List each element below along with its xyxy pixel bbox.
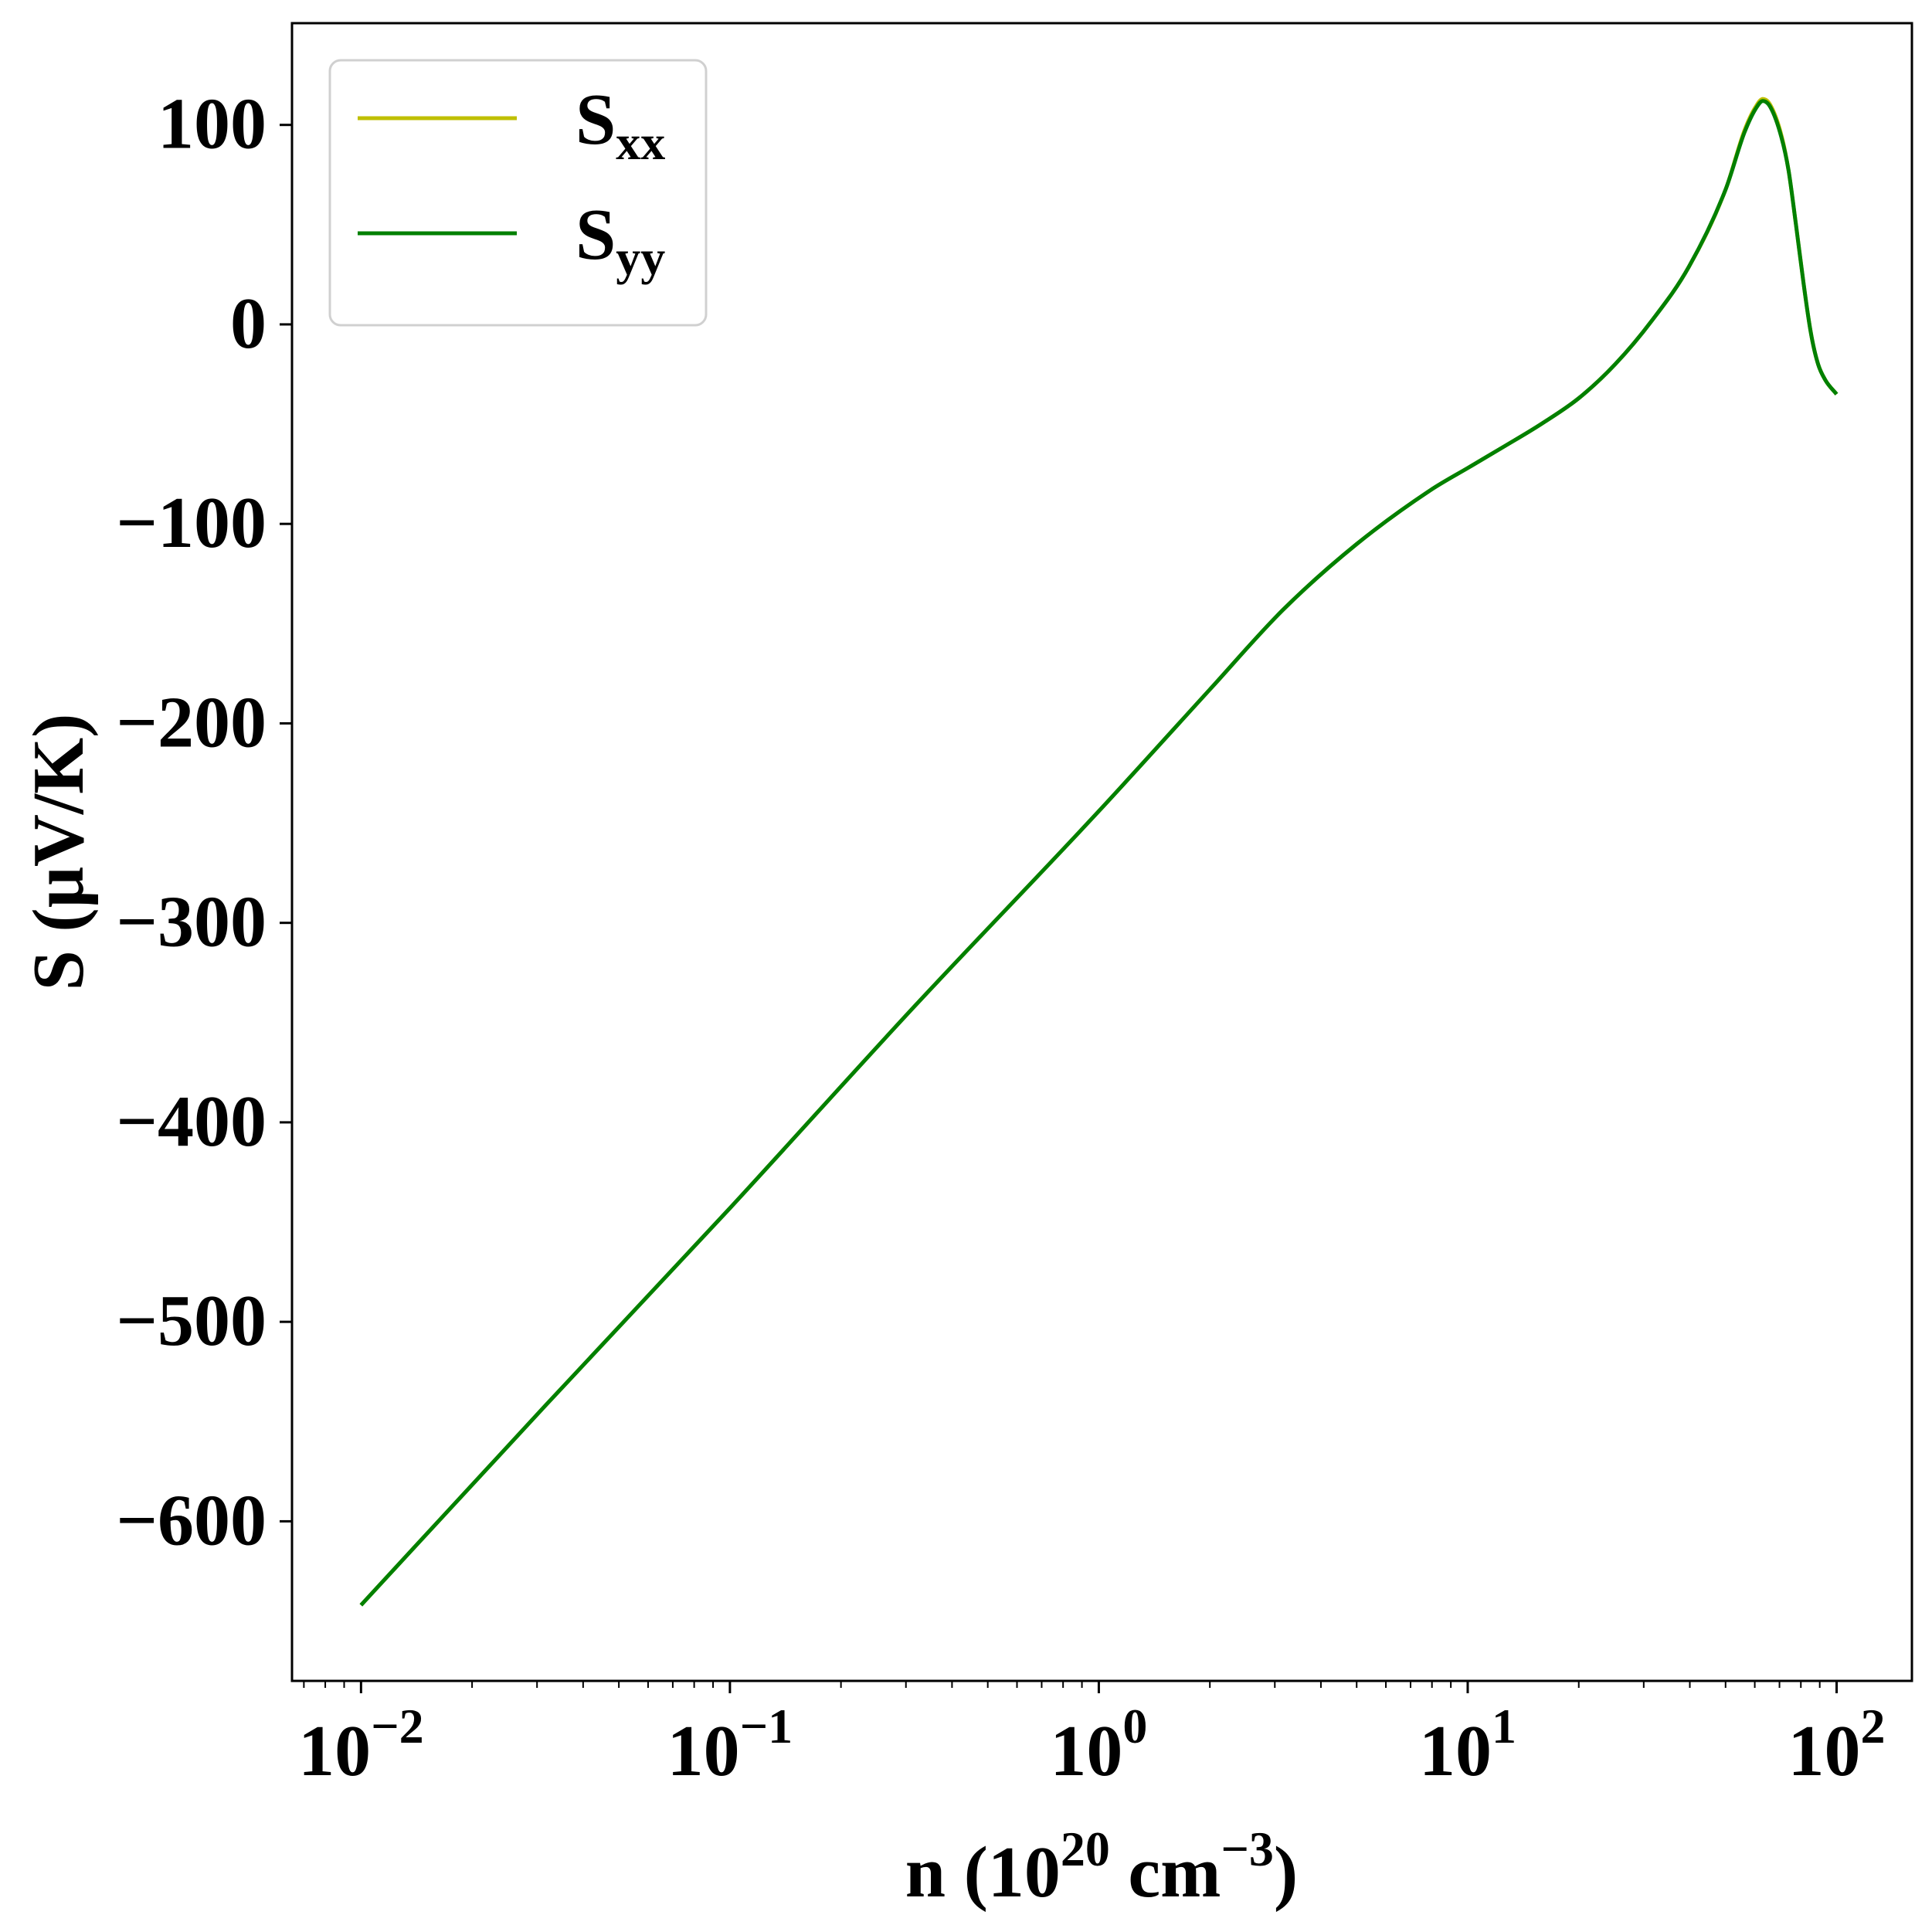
y-tick-label: −600 xyxy=(116,1480,267,1560)
y-tick-label: 0 xyxy=(230,283,267,364)
series-line-Syy xyxy=(359,99,1839,1607)
legend-box xyxy=(328,59,708,327)
plot-frame xyxy=(290,22,1913,1682)
legend-label-syy: Syy xyxy=(576,195,665,285)
x-axis: 10−2 10−1 100 101 102 xyxy=(298,1681,1886,1791)
y-tick-label: −100 xyxy=(116,483,267,563)
series-layer xyxy=(359,97,1839,1607)
x-tick-label: 101 xyxy=(1419,1699,1516,1791)
x-tick-label: 10−2 xyxy=(298,1699,423,1791)
x-tick-label: 100 xyxy=(1050,1699,1147,1791)
x-label-base: n (10 xyxy=(905,1832,1061,1913)
x-label-exp1: 20 xyxy=(1061,1821,1110,1876)
legend-label-sxx: Sxx xyxy=(576,80,665,170)
x-label-mid: cm xyxy=(1110,1832,1221,1913)
y-axis: 100 0 −100 −200 −300 −400 −500 −600 xyxy=(116,84,292,1560)
y-tick-label: −200 xyxy=(116,682,267,762)
y-tick-label: 100 xyxy=(158,84,267,165)
y-tick-label: −500 xyxy=(116,1281,267,1361)
legend: Sxx Syy xyxy=(328,59,708,327)
x-tick-label: 102 xyxy=(1788,1699,1886,1791)
y-axis-label: S (μV/K) xyxy=(19,714,99,991)
x-label-tail: ) xyxy=(1274,1832,1298,1913)
y-axis-label-text: S (μV/K) xyxy=(19,714,99,991)
svg-text:n (1020 cm−3): n (1020 cm−3) xyxy=(905,1821,1298,1913)
y-tick-label: −400 xyxy=(116,1081,267,1162)
x-label-exp2: −3 xyxy=(1221,1821,1273,1876)
x-tick-label: 10−1 xyxy=(667,1699,793,1791)
x-axis-label: n (1020 cm−3) xyxy=(905,1821,1298,1913)
y-tick-label: −300 xyxy=(116,882,267,963)
